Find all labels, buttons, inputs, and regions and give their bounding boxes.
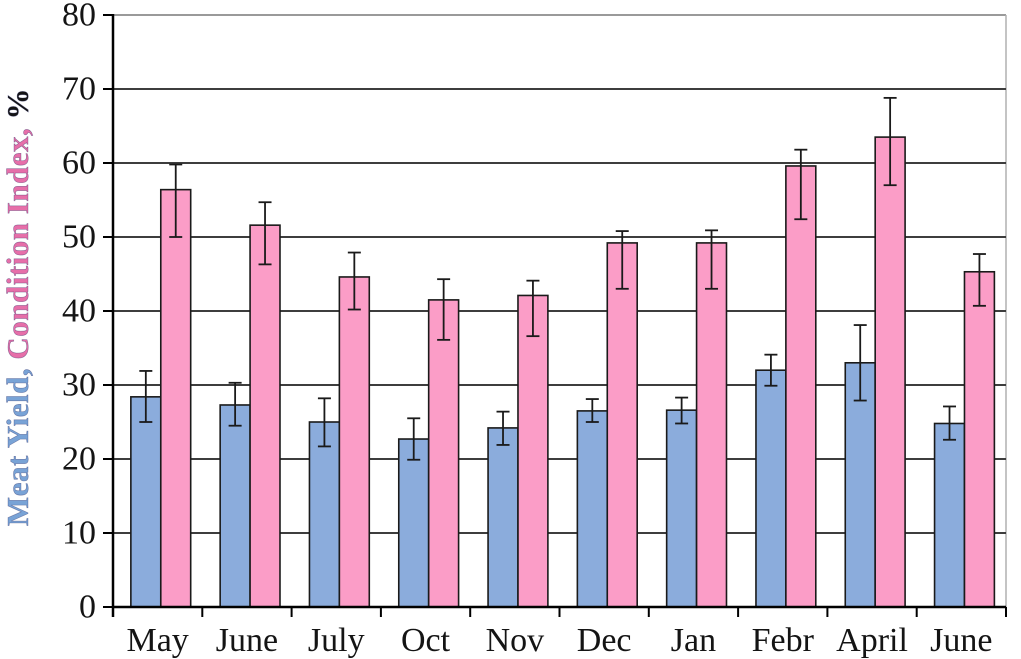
bar-meat-yield	[308, 421, 341, 608]
y-tick-label: 60	[62, 145, 96, 182]
y-axis-label: Meat Yield, Condition Index, %	[0, 7, 42, 607]
bar-condition-index	[249, 224, 281, 608]
bar-meat-yield	[665, 409, 698, 608]
x-tick-label: Nov	[486, 622, 545, 659]
bar-condition-index	[695, 242, 728, 608]
x-tick-label: Oct	[401, 622, 451, 659]
x-tick-label: July	[308, 622, 365, 659]
y-tick-label: 70	[62, 71, 96, 108]
bar-condition-index	[874, 136, 906, 608]
x-tick-label: May	[126, 622, 188, 659]
bar-meat-yield	[219, 404, 251, 608]
bar-meat-yield	[397, 438, 430, 608]
y-axis-label-percent-unit: %	[0, 87, 35, 128]
y-tick-label: 80	[62, 0, 96, 34]
y-axis-label-meat-yield: Meat Yield,	[0, 367, 35, 527]
y-tick-label: 10	[62, 515, 96, 552]
y-tick-label: 30	[62, 367, 96, 404]
x-tick-label: June	[930, 622, 992, 659]
bar-condition-index	[427, 299, 460, 608]
y-axis-label-condition-index: Condition Index,	[0, 127, 35, 368]
bar-meat-yield	[755, 369, 787, 608]
x-tick-label: Jan	[671, 622, 716, 659]
bar-condition-index	[159, 188, 192, 608]
x-tick-label: Febr	[752, 622, 815, 659]
bar-condition-index	[338, 276, 371, 608]
bar-meat-yield	[487, 427, 519, 608]
y-tick-label: 50	[62, 219, 96, 256]
bar-meat-yield	[844, 361, 876, 608]
y-tick-label: 40	[62, 293, 96, 330]
bar-meat-yield	[130, 396, 162, 608]
y-tick-label: 20	[62, 441, 96, 478]
bar-condition-index	[517, 294, 549, 608]
bar-condition-index	[963, 270, 996, 608]
x-tick-label: Dec	[577, 622, 632, 659]
bar-condition-index	[606, 242, 638, 608]
y-tick-label: 0	[79, 589, 96, 626]
x-tick-label: April	[836, 622, 908, 659]
bar-condition-index	[785, 165, 817, 608]
x-tick-label: June	[216, 622, 278, 659]
bar-meat-yield	[576, 410, 609, 608]
bar-meat-yield	[933, 422, 966, 608]
